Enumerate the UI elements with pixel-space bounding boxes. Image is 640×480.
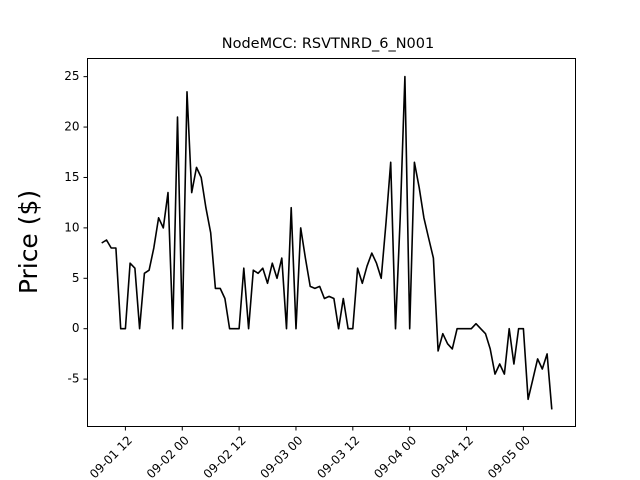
y-tick-label: 20 <box>64 120 79 134</box>
price-line <box>101 75 553 410</box>
y-tick-label: -5 <box>68 372 80 386</box>
y-tick-label: 0 <box>72 321 80 335</box>
x-tick-label: 09-02 00 <box>144 433 192 480</box>
y-tick-label: 10 <box>64 220 79 234</box>
chart-title: NodeMCC: RSVTNRD_6_N001 <box>222 36 435 52</box>
x-tick-label: 09-03 00 <box>258 433 306 480</box>
y-tick-label: 5 <box>72 271 80 285</box>
plot-frame <box>87 58 576 427</box>
x-tick-label: 09-01 12 <box>87 433 135 480</box>
y-axis-label: Price ($) <box>14 190 43 294</box>
y-tick-label: 25 <box>64 69 79 83</box>
x-tick-label: 09-04 00 <box>371 433 419 480</box>
y-tick-label: 15 <box>64 170 79 184</box>
x-tick-label: 09-04 12 <box>428 433 476 480</box>
x-tick-label: 09-05 00 <box>485 433 533 480</box>
x-tick-label: 09-03 12 <box>314 433 362 480</box>
x-tick-label: 09-02 12 <box>201 433 249 480</box>
